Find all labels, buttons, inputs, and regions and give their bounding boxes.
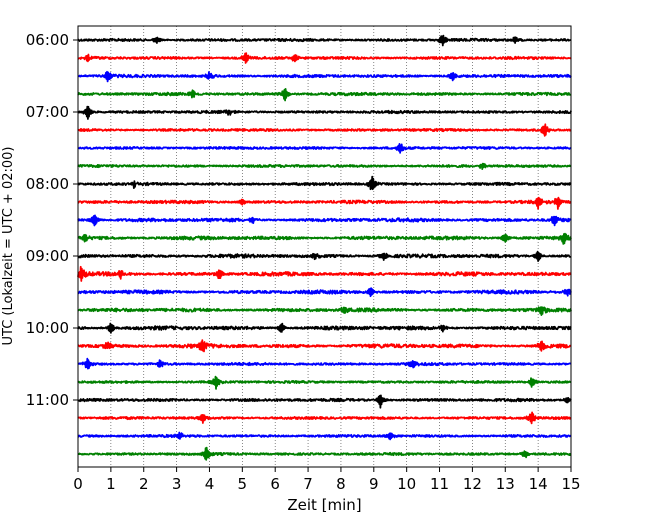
x-tick-label: 7: [303, 475, 313, 493]
x-tick-label: 5: [238, 475, 248, 493]
x-tick-label: 8: [336, 475, 346, 493]
seismic-trace-0945: [77, 306, 572, 316]
x-tick-label: 9: [369, 475, 379, 493]
x-tick-label: 3: [172, 475, 182, 493]
seismic-trace-1045: [77, 375, 572, 390]
seismic-trace-0715: [77, 123, 572, 137]
x-tick-label: 12: [463, 475, 482, 493]
seismic-trace-0815: [77, 196, 572, 210]
x-tick-label: 11: [430, 475, 449, 493]
seismic-trace-0830: [77, 214, 572, 227]
y-tick-label: 11:00: [26, 391, 69, 409]
y-tick-label: 09:00: [26, 247, 69, 265]
seismic-trace-0900: [77, 250, 572, 262]
seismic-trace-0930: [77, 287, 572, 298]
x-tick-label: 1: [106, 475, 116, 493]
seismic-trace-1015: [77, 339, 572, 353]
seismic-trace-1145: [77, 446, 572, 461]
x-tick-label: 0: [73, 475, 83, 493]
y-tick-label: 10:00: [26, 319, 69, 337]
seismic-trace-0600: [77, 34, 572, 47]
x-tick-label: 13: [496, 475, 515, 493]
x-axis-ticks: 0 1 2 3 4 5 6 7 8 9 10 11 12 13 14 15: [73, 467, 581, 493]
seismic-trace-0615: [77, 52, 572, 64]
seismic-trace-0915: [77, 265, 572, 282]
seismic-trace-1030: [77, 357, 572, 370]
x-tick-label: 15: [561, 475, 580, 493]
seismic-trace-1130: [77, 431, 572, 441]
y-tick-label: 06:00: [26, 31, 69, 49]
y-axis-title: UTC (Lokalzeit = UTC + 02:00): [1, 147, 16, 346]
seismic-trace-0800: [77, 175, 572, 191]
seismic-trace-0700: [77, 105, 572, 120]
seismic-traces: [77, 34, 572, 461]
x-tick-label: 2: [139, 475, 149, 493]
y-tick-label: 08:00: [26, 175, 69, 193]
x-tick-label: 10: [397, 475, 416, 493]
y-axis-ticks: 06:00 07:00 08:00 09:00 10:00 11:00: [26, 31, 78, 409]
seismic-trace-0645: [77, 88, 572, 102]
seismic-trace-0745: [77, 162, 572, 170]
x-tick-label: 6: [270, 475, 280, 493]
x-tick-label: 14: [529, 475, 548, 493]
x-axis-title: Zeit [min]: [287, 496, 361, 514]
seismic-trace-1100: [77, 394, 572, 409]
x-tick-label: 4: [205, 475, 215, 493]
seismic-trace-1000: [77, 322, 572, 334]
seismic-trace-0730: [77, 143, 572, 154]
seismic-trace-0845: [77, 232, 572, 245]
y-tick-label: 07:00: [26, 103, 69, 121]
seismic-trace-1115: [77, 411, 572, 425]
seismic-trace-0630: [77, 70, 572, 83]
plot-frame: [77, 25, 572, 468]
